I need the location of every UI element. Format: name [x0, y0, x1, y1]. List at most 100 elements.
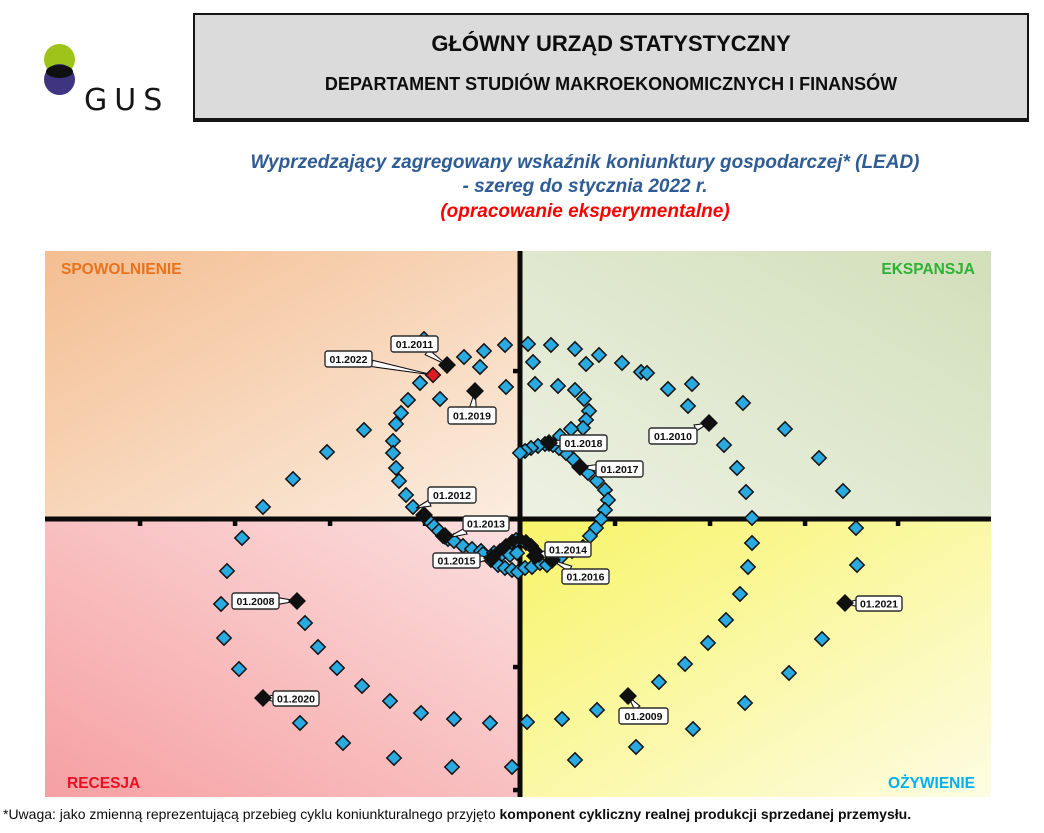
data-point: [847, 519, 865, 537]
callout-box-01.2017: [595, 460, 644, 478]
x-axis-tick: [137, 521, 143, 526]
data-point: [683, 375, 701, 393]
data-point: [613, 354, 631, 372]
data-point: [699, 634, 717, 652]
data-point: [524, 353, 542, 371]
data-point: [355, 421, 373, 439]
chart-title-note: (opracowanie eksperymentalne): [440, 201, 730, 222]
callout-label-01.2009: 01.2009: [625, 711, 663, 723]
callout-box-01.2009: [618, 707, 669, 725]
x-axis-tick: [707, 521, 713, 526]
data-point: [511, 444, 529, 462]
x-axis-tick: [327, 521, 333, 526]
callout-box-01.2018: [559, 434, 608, 452]
data-point: [676, 655, 694, 673]
data-point: [334, 734, 352, 752]
callout-label-01.2011: 01.2011: [396, 339, 434, 351]
callout-label-01.2010: 01.2010: [654, 431, 692, 443]
year-marker-01.2010: [700, 414, 718, 432]
data-point: [737, 483, 755, 501]
data-point: [230, 660, 248, 678]
x-axis-tick: [895, 521, 901, 526]
quadrant-ozywienie: [520, 519, 991, 797]
callout-label-01.2015: 01.2015: [438, 555, 476, 567]
year-marker-01.2020: [254, 689, 272, 707]
data-point: [638, 364, 656, 382]
data-point: [566, 381, 584, 399]
y-axis-tick: [513, 664, 518, 670]
data-point: [743, 509, 761, 527]
data-point: [717, 611, 735, 629]
quadrant-label-ekspansja: EKSPANSJA: [881, 261, 975, 278]
data-point: [284, 470, 302, 488]
data-point: [739, 558, 757, 576]
data-point: [212, 595, 230, 613]
data-point: [328, 659, 346, 677]
data-point: [481, 714, 499, 732]
callout-box-01.2010: [648, 427, 698, 445]
data-point: [519, 335, 537, 353]
year-marker-01.2008: [288, 592, 306, 610]
callout-box-01.2008: [231, 592, 280, 610]
callout-label-01.2018: 01.2018: [565, 438, 603, 450]
x-axis-tick: [612, 521, 618, 526]
data-point: [659, 380, 677, 398]
data-point: [397, 486, 415, 504]
data-point: [404, 498, 422, 516]
callout-box-01.2013: [462, 515, 510, 532]
data-point: [813, 630, 831, 648]
callout-box-01.2015: [432, 552, 481, 569]
data-point: [455, 348, 473, 366]
callout-label-01.2013: 01.2013: [467, 518, 505, 530]
data-point: [309, 638, 327, 656]
data-point: [215, 629, 233, 647]
data-point: [431, 390, 449, 408]
data-point: [497, 378, 515, 396]
callout-box-01.2016: [561, 568, 610, 585]
data-point: [384, 444, 402, 462]
callout-box-01.2012: [427, 486, 477, 504]
footnote-bold: komponent cykliczny realnej produkcji sp…: [499, 806, 912, 822]
org-name: GŁÓWNY URZĄD STATYSTYCZNY: [431, 31, 791, 56]
data-point: [736, 694, 754, 712]
year-marker-01.2013: [436, 527, 454, 545]
data-point: [254, 498, 272, 516]
year-marker-01.2015: [483, 549, 501, 567]
logo-text: GUS: [84, 83, 170, 118]
data-point: [412, 704, 430, 722]
data-point: [650, 673, 668, 691]
x-axis-tick: [232, 521, 238, 526]
callout-box-01.2014: [544, 541, 592, 558]
data-point: [526, 375, 544, 393]
data-point: [848, 556, 866, 574]
callout-label-01.2008: 01.2008: [237, 596, 275, 608]
data-point: [353, 677, 371, 695]
quadrant-spowolnienie: [45, 251, 520, 519]
data-point: [728, 459, 746, 477]
data-point: [471, 358, 489, 376]
data-point: [390, 472, 408, 490]
data-point: [542, 336, 560, 354]
logo-overlap-lens-icon: [46, 65, 73, 78]
data-point: [627, 738, 645, 756]
footnote: *Uwaga: jako zmienną reprezentującą prze…: [3, 806, 1044, 822]
chart-title: Wyprzedzający zagregowany wskaźnik koniu…: [127, 151, 1043, 224]
callout-label-01.2016: 01.2016: [567, 571, 605, 583]
data-point: [508, 544, 526, 562]
data-point: [715, 436, 733, 454]
callout-label-01.2017: 01.2017: [601, 464, 639, 476]
data-point: [475, 342, 493, 360]
year-marker-01.2011: [438, 356, 456, 374]
data-point: [445, 710, 463, 728]
data-point: [566, 751, 584, 769]
data-point: [385, 749, 403, 767]
year-marker-01.2019: [466, 382, 484, 400]
quadrant-label-ozywienie: OŻYWIENIE: [888, 775, 975, 792]
x-axis-tick: [802, 521, 808, 526]
data-point: [810, 449, 828, 467]
callout-label-01.2014: 01.2014: [549, 544, 587, 556]
y-axis-tick: [513, 787, 518, 793]
quadrant-ekspansja: [520, 251, 991, 519]
data-point: [443, 758, 461, 776]
